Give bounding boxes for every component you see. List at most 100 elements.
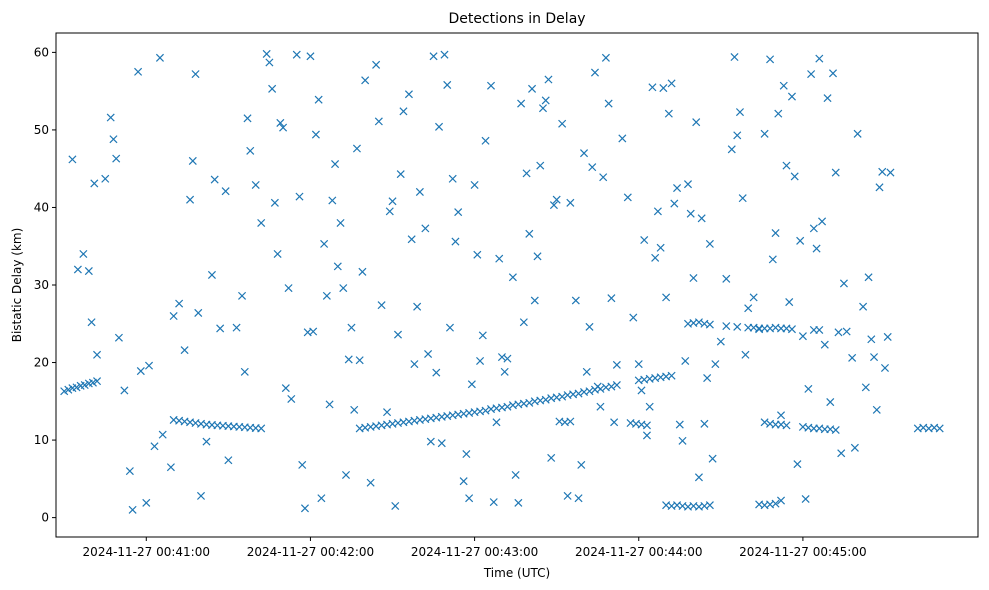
data-point: [853, 129, 862, 138]
data-point: [265, 58, 274, 67]
data-point: [470, 180, 479, 189]
y-tick-label: 30: [34, 278, 49, 292]
data-point: [610, 418, 619, 427]
data-point: [344, 355, 353, 364]
data-point: [738, 194, 747, 203]
data-point: [93, 350, 102, 359]
data-point: [582, 367, 591, 376]
data-point: [238, 291, 247, 300]
data-point: [465, 494, 474, 503]
data-point: [820, 340, 829, 349]
data-point: [607, 382, 616, 391]
data-point: [407, 235, 416, 244]
data-point: [662, 293, 671, 302]
data-point: [533, 252, 542, 261]
data-point: [306, 52, 315, 61]
data-point: [771, 229, 780, 238]
data-point: [787, 92, 796, 101]
data-point: [766, 55, 775, 64]
data-point: [667, 371, 676, 380]
data-point: [694, 473, 703, 482]
data-point: [831, 425, 840, 435]
data-point: [415, 187, 424, 196]
y-tick-label: 20: [34, 356, 49, 370]
data-point: [221, 187, 230, 196]
data-point: [541, 395, 550, 404]
data-point: [232, 323, 241, 332]
data-point: [629, 313, 638, 322]
data-point: [284, 284, 293, 293]
data-point: [785, 298, 794, 307]
data-point: [831, 168, 840, 177]
data-point: [544, 75, 553, 84]
series-track-c: [634, 318, 824, 385]
data-point: [834, 328, 843, 337]
data-point: [251, 180, 260, 189]
data-point: [246, 146, 255, 155]
data-point: [664, 109, 673, 118]
data-point: [571, 296, 580, 305]
data-point: [880, 363, 890, 372]
chart-title: Detections in Delay: [448, 11, 585, 27]
data-point: [194, 308, 203, 317]
data-point: [90, 179, 99, 188]
data-point: [508, 273, 517, 282]
series-track-a: [60, 377, 266, 433]
data-point: [683, 180, 693, 189]
data-point: [590, 68, 599, 77]
data-point: [839, 279, 848, 288]
data-point: [473, 250, 482, 259]
data-point: [875, 183, 884, 192]
data-point: [599, 173, 608, 182]
data-point: [377, 301, 386, 310]
data-point: [651, 253, 660, 262]
data-point: [697, 214, 706, 223]
data-point: [257, 218, 266, 227]
series-track-d: [555, 417, 944, 435]
data-point: [689, 273, 698, 283]
data-point: [341, 470, 351, 479]
data-point: [175, 299, 184, 308]
data-point: [317, 494, 326, 503]
y-tick-label: 0: [41, 511, 49, 525]
data-point: [640, 236, 649, 245]
data-point: [443, 80, 452, 89]
data-point: [279, 123, 288, 132]
y-tick-label: 40: [34, 200, 49, 214]
data-point: [653, 207, 662, 216]
data-point: [776, 411, 786, 420]
data-point: [536, 161, 545, 170]
data-point: [675, 420, 684, 429]
x-tick-label: 2024-11-27 00:42:00: [247, 545, 374, 559]
data-point: [112, 154, 121, 163]
data-point: [325, 400, 334, 409]
data-point: [798, 332, 807, 341]
data-point: [331, 160, 340, 169]
data-point: [150, 442, 159, 451]
data-point: [202, 437, 211, 446]
data-point: [207, 270, 216, 279]
data-point: [489, 498, 498, 507]
data-point: [771, 499, 780, 508]
data-point: [870, 353, 879, 362]
data-point: [642, 421, 651, 430]
data-point: [867, 335, 876, 344]
data-point: [793, 460, 802, 469]
data-point: [678, 436, 687, 445]
data-point: [686, 209, 695, 218]
data-point: [243, 114, 252, 123]
data-point: [366, 478, 375, 487]
data-point: [790, 172, 799, 181]
y-tick-label: 50: [34, 123, 49, 137]
data-point: [566, 417, 575, 426]
data-point: [815, 54, 824, 63]
data-point: [426, 437, 435, 446]
data-point: [850, 443, 859, 452]
data-point: [459, 477, 468, 486]
data-point: [733, 131, 742, 140]
x-tick-label: 2024-11-27 00:43:00: [411, 545, 538, 559]
data-point: [273, 249, 282, 259]
data-point: [492, 418, 501, 427]
data-point: [451, 237, 460, 246]
data-point: [656, 243, 665, 252]
